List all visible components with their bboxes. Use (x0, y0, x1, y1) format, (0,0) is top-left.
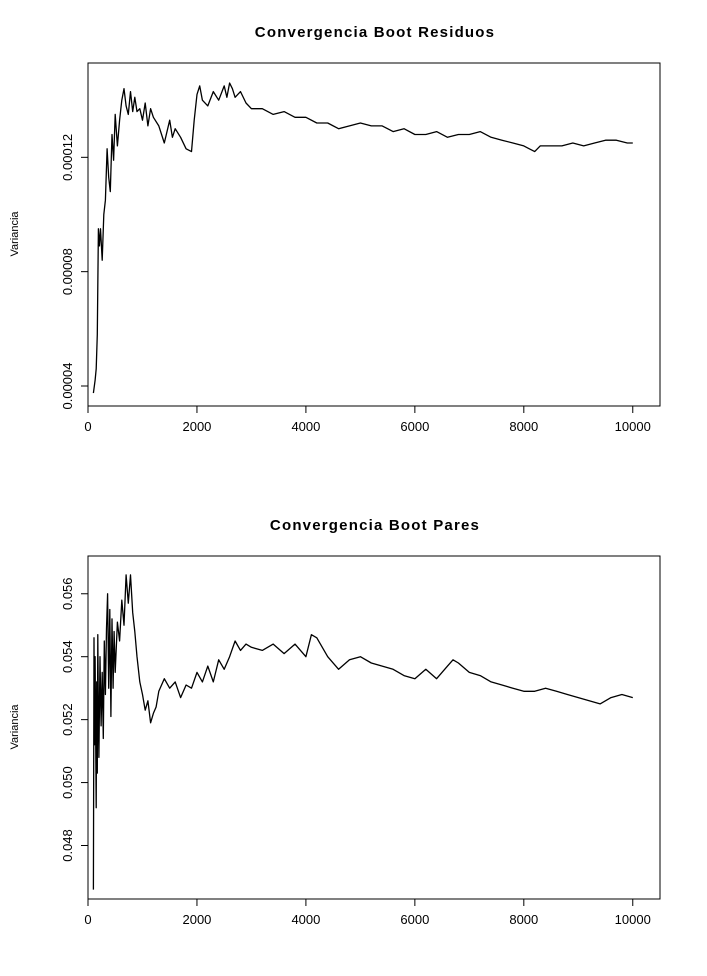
y-tick-label: 0.00012 (60, 134, 75, 181)
y-tick-label: 0.056 (60, 577, 75, 610)
x-tick-label: 4000 (291, 419, 320, 434)
x-tick-label: 2000 (182, 419, 211, 434)
chart-title: Convergencia Boot Residuos (255, 24, 495, 41)
y-tick-label: 0.054 (60, 640, 75, 673)
chart-pares: Convergencia Boot Pares 0 2000 4000 6000 800… (9, 517, 661, 927)
chart-residuos: Convergencia Boot Residuos 0 2000 4000 6000… (9, 24, 661, 434)
x-tick-label: 10000 (615, 912, 651, 927)
y-axis: 0.00004 0.00008 0.00012 (60, 134, 88, 409)
y-tick-label: 0.00004 (60, 362, 75, 409)
x-tick-label: 8000 (509, 419, 538, 434)
x-axis: 0 2000 4000 6000 8000 10000 (84, 406, 651, 434)
y-tick-label: 0.048 (60, 829, 75, 862)
x-axis: 0 2000 4000 6000 8000 10000 (84, 899, 651, 927)
plot-frame (87, 555, 661, 900)
chart-title: Convergencia Boot Pares (270, 517, 480, 534)
y-tick-label: 0.00008 (60, 248, 75, 295)
plot-frame (87, 62, 661, 407)
x-tick-label: 0 (84, 419, 91, 434)
x-tick-label: 10000 (615, 419, 651, 434)
x-tick-label: 4000 (291, 912, 320, 927)
series-line (92, 82, 633, 394)
series-line (92, 574, 633, 890)
x-tick-label: 6000 (400, 912, 429, 927)
x-tick-label: 8000 (509, 912, 538, 927)
y-tick-label: 0.052 (60, 703, 75, 736)
y-axis-label: Variancia (9, 704, 21, 750)
x-tick-label: 6000 (400, 419, 429, 434)
y-axis-label: Variancia (9, 211, 21, 257)
y-axis: 0.048 0.050 0.052 0.054 0.056 (60, 577, 88, 862)
y-tick-label: 0.050 (60, 766, 75, 799)
x-tick-label: 0 (84, 912, 91, 927)
x-tick-label: 2000 (182, 912, 211, 927)
